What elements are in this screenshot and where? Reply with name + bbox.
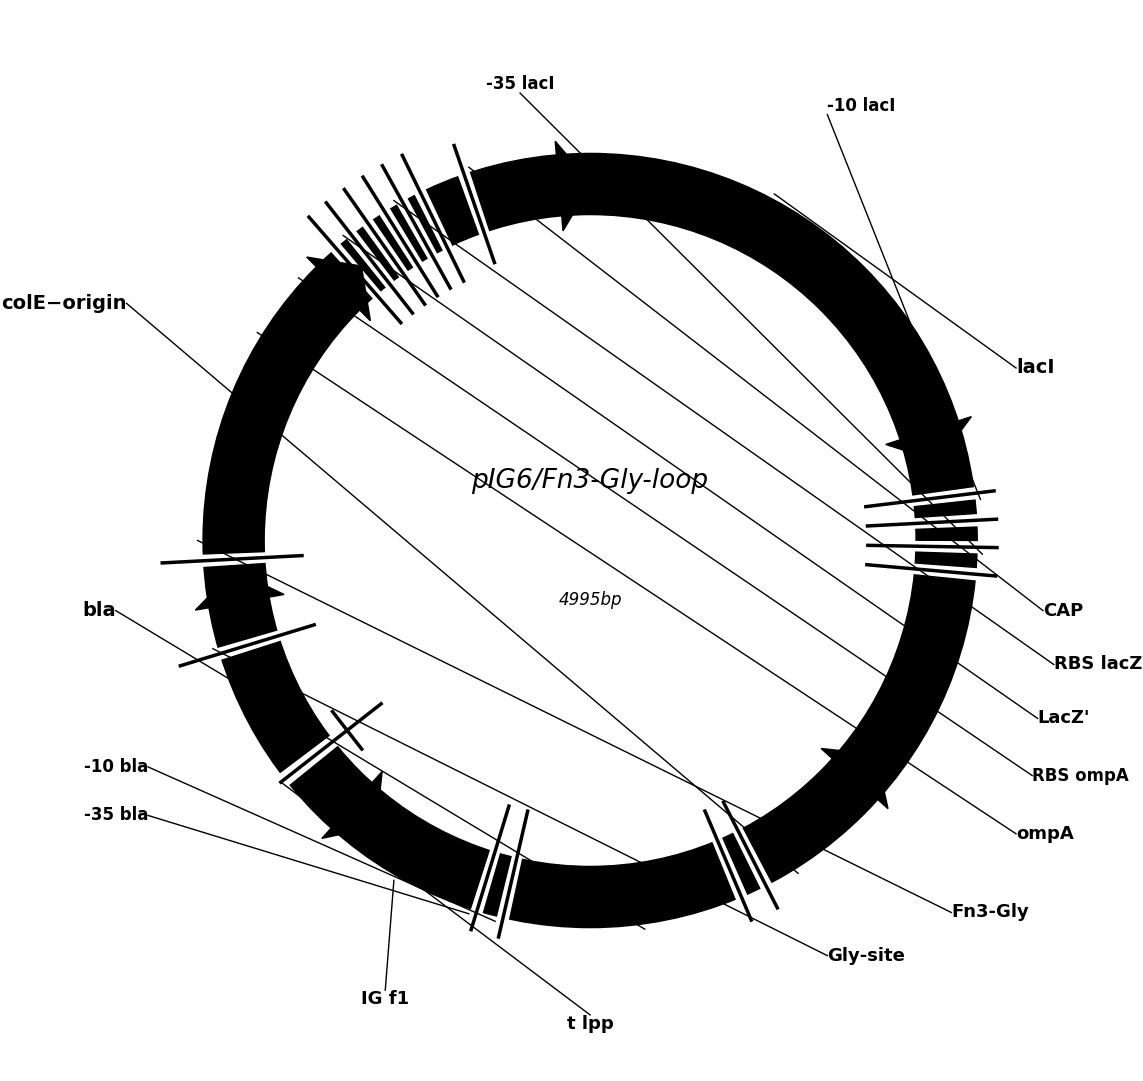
Text: RBS ompA: RBS ompA: [1032, 766, 1129, 785]
Polygon shape: [469, 839, 503, 922]
Circle shape: [265, 216, 914, 865]
Polygon shape: [904, 542, 988, 553]
Text: colE−origin: colE−origin: [1, 294, 127, 312]
Text: pIG6/Fn3-Gly-loop: pIG6/Fn3-Gly-loop: [472, 468, 709, 494]
Polygon shape: [392, 190, 442, 268]
Polygon shape: [495, 845, 523, 930]
Polygon shape: [358, 212, 414, 286]
Polygon shape: [902, 563, 986, 580]
Circle shape: [203, 154, 977, 927]
Polygon shape: [272, 730, 346, 791]
Text: RBS lacZ: RBS lacZ: [1054, 655, 1142, 673]
Text: Fn3-Gly: Fn3-Gly: [951, 904, 1029, 921]
Text: LacZ': LacZ': [1038, 709, 1090, 728]
Text: -10 bla: -10 bla: [83, 758, 149, 776]
Polygon shape: [410, 181, 456, 261]
Polygon shape: [341, 224, 400, 296]
Polygon shape: [901, 486, 985, 507]
Polygon shape: [455, 162, 493, 245]
Polygon shape: [325, 237, 387, 307]
Polygon shape: [555, 142, 591, 231]
Text: CAP: CAP: [1042, 602, 1084, 619]
Polygon shape: [322, 772, 382, 839]
Polygon shape: [728, 818, 776, 897]
Polygon shape: [903, 515, 988, 529]
Text: 4995bp: 4995bp: [559, 591, 622, 609]
Text: ompA: ompA: [1016, 825, 1073, 843]
Polygon shape: [192, 552, 277, 566]
Polygon shape: [208, 628, 291, 663]
Text: Gly-site: Gly-site: [828, 947, 905, 964]
Text: -10 lacI: -10 lacI: [828, 96, 896, 115]
Polygon shape: [821, 748, 888, 809]
Text: bla: bla: [82, 601, 115, 620]
Text: lacI: lacI: [1016, 359, 1055, 377]
Polygon shape: [709, 828, 751, 909]
Polygon shape: [375, 200, 427, 277]
Polygon shape: [886, 416, 972, 462]
Polygon shape: [306, 257, 370, 321]
Text: t lpp: t lpp: [567, 1015, 614, 1033]
Polygon shape: [195, 571, 285, 610]
Text: -35 bla: -35 bla: [83, 806, 149, 825]
Text: IG f1: IG f1: [361, 990, 409, 1009]
Text: -35 lacI: -35 lacI: [486, 75, 554, 93]
